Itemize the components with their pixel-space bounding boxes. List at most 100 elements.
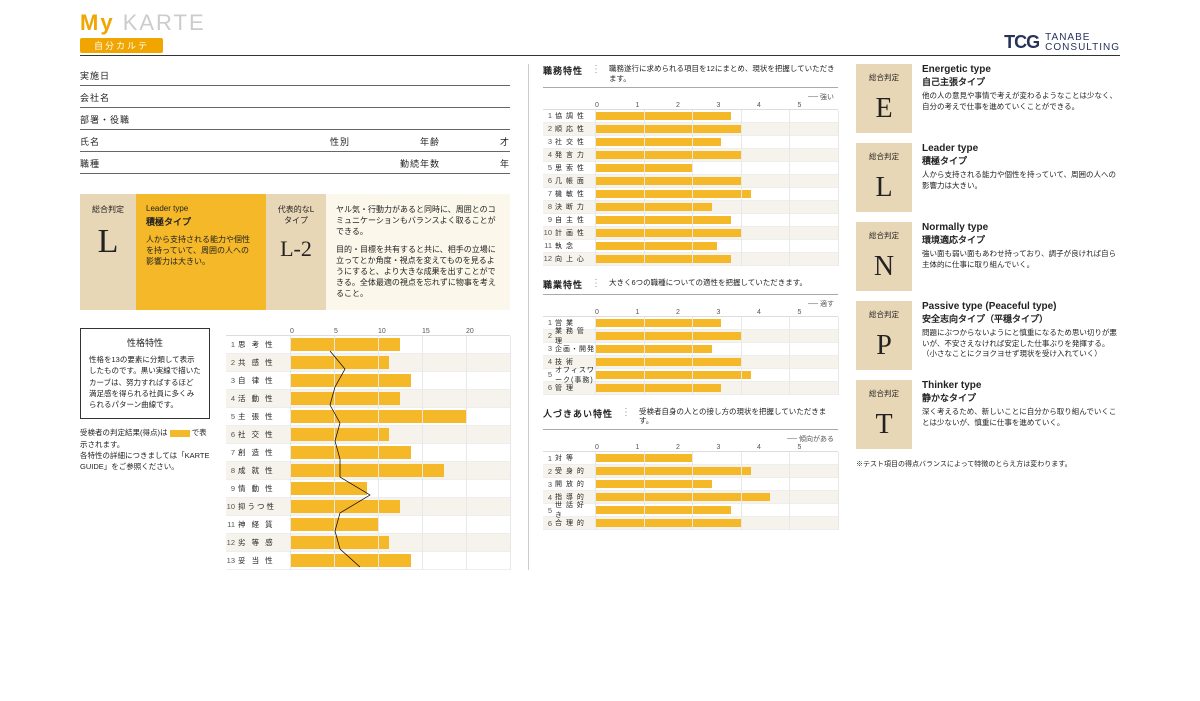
- bar-name: 抑うつ性: [238, 501, 290, 512]
- bar-fill: [595, 125, 741, 133]
- type-jp: 静かなタイプ: [922, 391, 1120, 404]
- bar-fill: [595, 332, 741, 340]
- title-karte: KARTE: [123, 10, 206, 35]
- bar-track: [595, 175, 838, 187]
- bar-row: 2 業 務 管 理: [543, 330, 838, 343]
- type-row: 総合判定 E Energetic type 自己主張タイプ 他の人の意見や事情で…: [856, 64, 1120, 133]
- type-desc: Thinker type 静かなタイプ 深く考えるため、新しいことに自分から取り…: [922, 380, 1120, 449]
- bar-fill: [595, 190, 751, 198]
- lbl-dept: 部署・役職: [80, 113, 130, 126]
- judge-desc-2a: ヤル気・行動力があると同時に、周囲とのコミュニケーションもバランスよく取ることが…: [336, 204, 500, 238]
- bar-row: 3 自 律 性: [226, 372, 510, 390]
- type-badge: 総合判定 T: [856, 380, 912, 449]
- bar-num: 6: [226, 430, 238, 439]
- mid-chart: 人づきあい特性 ⋮ 受検者自身の人との接し方の現状を把握していただきます。 ──…: [543, 407, 838, 531]
- bar-row: 5 オフィスワーク(事務): [543, 369, 838, 382]
- bar-row: 6 管 理: [543, 382, 838, 395]
- bar-fill: [290, 518, 378, 531]
- type-jp: 積極タイプ: [922, 154, 1120, 167]
- bar-fill: [595, 255, 731, 263]
- type-en: Passive type (Peaceful type): [922, 301, 1120, 312]
- bar-name: 創 造 性: [238, 447, 290, 458]
- type-en: Energetic type: [922, 64, 1120, 75]
- type-code: P: [876, 330, 892, 361]
- bar-row: 13 妥 当 性: [226, 552, 510, 570]
- bar-num: 3: [543, 480, 555, 489]
- bar-row: 3 開 放 的: [543, 478, 838, 491]
- bar-track: [595, 343, 838, 355]
- bar-fill: [290, 446, 411, 459]
- legend-chip-icon: [170, 430, 190, 437]
- type-text: 他の人の意見や事情で考えが変わるようなことは少なく、自分の考えで仕事を進めていく…: [922, 91, 1120, 112]
- bar-name: 社 交 性: [238, 429, 290, 440]
- judge-sub: 積極タイプ: [146, 215, 256, 228]
- bar-name: 情 動 性: [238, 483, 290, 494]
- judge-big-2: L-2: [276, 238, 316, 260]
- bar-fill: [595, 242, 717, 250]
- bar-fill: [290, 410, 466, 423]
- bar-fill: [595, 493, 770, 501]
- legend-c: 各特性の詳細につきましては「KARTE GUIDE」をご参照ください。: [80, 450, 210, 473]
- dots-icon: ⋮: [591, 278, 601, 289]
- chart-title-row: 職業特性 ⋮ 大きく6つの職種についての適性を把握していただきます。: [543, 278, 838, 295]
- bar-row: 11 執 念: [543, 240, 838, 253]
- bar-num: 8: [226, 466, 238, 475]
- bar-row: 5 思 索 性: [543, 162, 838, 175]
- bar-track: [290, 426, 510, 443]
- logo: TCG TANABE CONSULTING: [1004, 32, 1120, 53]
- bar-track: [290, 462, 510, 479]
- bar-row: 2 共 感 性: [226, 354, 510, 372]
- type-label: 総合判定: [860, 309, 908, 320]
- bar-row: 1 対 等: [543, 452, 838, 465]
- type-text: 強い面も弱い面もあわせ持っており、調子が良ければ自ら主体的に仕事に取り組んでいく…: [922, 249, 1120, 270]
- bar-track: [290, 372, 510, 389]
- bar-track: [595, 201, 838, 213]
- dots-icon: ⋮: [621, 407, 631, 418]
- bar-row: 9 自 主 性: [543, 214, 838, 227]
- bar-num: 5: [543, 370, 555, 379]
- bar-num: 9: [543, 215, 555, 224]
- bar-fill: [595, 112, 731, 120]
- bar-num: 2: [543, 467, 555, 476]
- bar-row: 1 協 調 性: [543, 110, 838, 123]
- bar-num: 5: [543, 506, 555, 515]
- bar-name: 共 感 性: [238, 357, 290, 368]
- bar-fill: [290, 374, 411, 387]
- bar-row: 2 順 応 性: [543, 123, 838, 136]
- bar-num: 2: [543, 124, 555, 133]
- main-title: My KARTE: [80, 10, 206, 36]
- bar-num: 9: [226, 484, 238, 493]
- bar-name: 几 帳 面: [555, 176, 595, 186]
- bar-num: 1: [543, 318, 555, 327]
- row-name: 氏名 性別 年齢 才: [80, 130, 510, 152]
- type-row: 総合判定 T Thinker type 静かなタイプ 深く考えるため、新しいこと…: [856, 380, 1120, 449]
- bar-fill: [290, 338, 400, 351]
- bar-track: [595, 149, 838, 161]
- bar-num: 3: [543, 344, 555, 353]
- bar-name: 思 考 性: [238, 339, 290, 350]
- col-mid: 職務特性 ⋮ 職務遂行に求められる項目を12にまとめ、現状を把握していただきます…: [528, 64, 838, 570]
- bar-track: [595, 478, 838, 490]
- bar-track: [595, 188, 838, 200]
- bar-num: 7: [226, 448, 238, 457]
- col-right: 総合判定 E Energetic type 自己主張タイプ 他の人の意見や事情で…: [856, 64, 1120, 570]
- bar-name: 協 調 性: [555, 111, 595, 121]
- bar-row: 12 劣 等 感: [226, 534, 510, 552]
- bar-num: 11: [226, 520, 238, 529]
- type-label: 総合判定: [860, 230, 908, 241]
- bar-track: [595, 517, 838, 529]
- bar-row: 8 決 断 力: [543, 201, 838, 214]
- bar-num: 11: [543, 241, 555, 250]
- type-text: 深く考えるため、新しいことに自分から取り組んでいくことは少ないが、慎重に仕事を進…: [922, 407, 1120, 428]
- bar-fill: [595, 164, 692, 172]
- bar-track: [595, 227, 838, 239]
- bar-name: 妥 当 性: [238, 555, 290, 566]
- chart-title: 人づきあい特性: [543, 407, 613, 420]
- bar-track: [290, 516, 510, 533]
- bar-name: 順 応 性: [555, 124, 595, 134]
- side-note: 性格特性 性格を13の要素に分類して表示したものです。黒い実線で描いたカーブは、…: [80, 328, 210, 570]
- bar-row: 6 合 理 的: [543, 517, 838, 530]
- bar-num: 12: [226, 538, 238, 547]
- bar-fill: [595, 519, 741, 527]
- bar-num: 6: [543, 519, 555, 528]
